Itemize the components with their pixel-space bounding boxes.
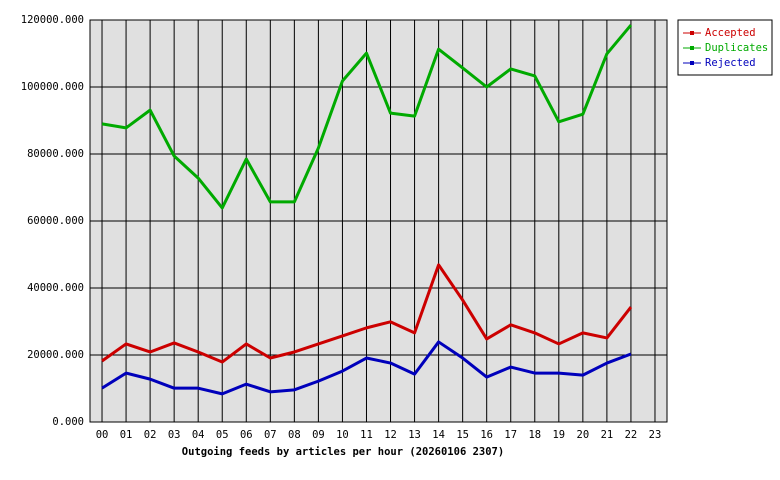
x-tick-label: 19 bbox=[552, 429, 565, 441]
series-line bbox=[101, 263, 633, 364]
x-tick-label: 14 bbox=[432, 429, 445, 441]
x-tick-label: 07 bbox=[264, 429, 277, 441]
x-tick-label: 20 bbox=[577, 429, 590, 441]
x-tick-label: 09 bbox=[312, 429, 325, 441]
legend-label: Duplicates bbox=[705, 42, 768, 54]
legend-marker bbox=[690, 31, 694, 35]
legend-label: Accepted bbox=[705, 27, 756, 39]
x-tick-label: 16 bbox=[480, 429, 493, 441]
x-tick-label: 08 bbox=[288, 429, 301, 441]
legend-label: Rejected bbox=[705, 57, 756, 69]
y-tick-label: 100000.000 bbox=[21, 81, 84, 93]
x-tick-label: 15 bbox=[456, 429, 469, 441]
legend-marker bbox=[690, 61, 694, 65]
x-tick-label: 11 bbox=[360, 429, 373, 441]
y-tick-label: 80000.000 bbox=[27, 148, 84, 160]
y-tick-label: 20000.000 bbox=[27, 349, 84, 361]
x-tick-label: 02 bbox=[144, 429, 157, 441]
y-tick-label: 0.000 bbox=[52, 416, 84, 428]
x-tick-label: 17 bbox=[504, 429, 517, 441]
x-tick-label: 01 bbox=[120, 429, 133, 441]
x-tick-label: 13 bbox=[408, 429, 421, 441]
x-tick-label: 22 bbox=[625, 429, 638, 441]
y-tick-label: 40000.000 bbox=[27, 282, 84, 294]
y-tick-label: 60000.000 bbox=[27, 215, 84, 227]
x-tick-label: 04 bbox=[192, 429, 205, 441]
chart-title: Outgoing feeds by articles per hour (202… bbox=[182, 446, 504, 458]
x-tick-label: 12 bbox=[384, 429, 397, 441]
legend-marker bbox=[690, 46, 694, 50]
x-tick-label: 00 bbox=[96, 429, 109, 441]
x-tick-label: 06 bbox=[240, 429, 253, 441]
x-tick-label: 05 bbox=[216, 429, 229, 441]
x-tick-label: 18 bbox=[528, 429, 541, 441]
series-line bbox=[101, 24, 633, 210]
y-tick-label: 120000.000 bbox=[21, 14, 84, 26]
x-tick-label: 21 bbox=[601, 429, 614, 441]
x-tick-label: 23 bbox=[649, 429, 662, 441]
x-tick-label: 10 bbox=[336, 429, 349, 441]
x-tick-label: 03 bbox=[168, 429, 181, 441]
series-line bbox=[101, 340, 632, 396]
